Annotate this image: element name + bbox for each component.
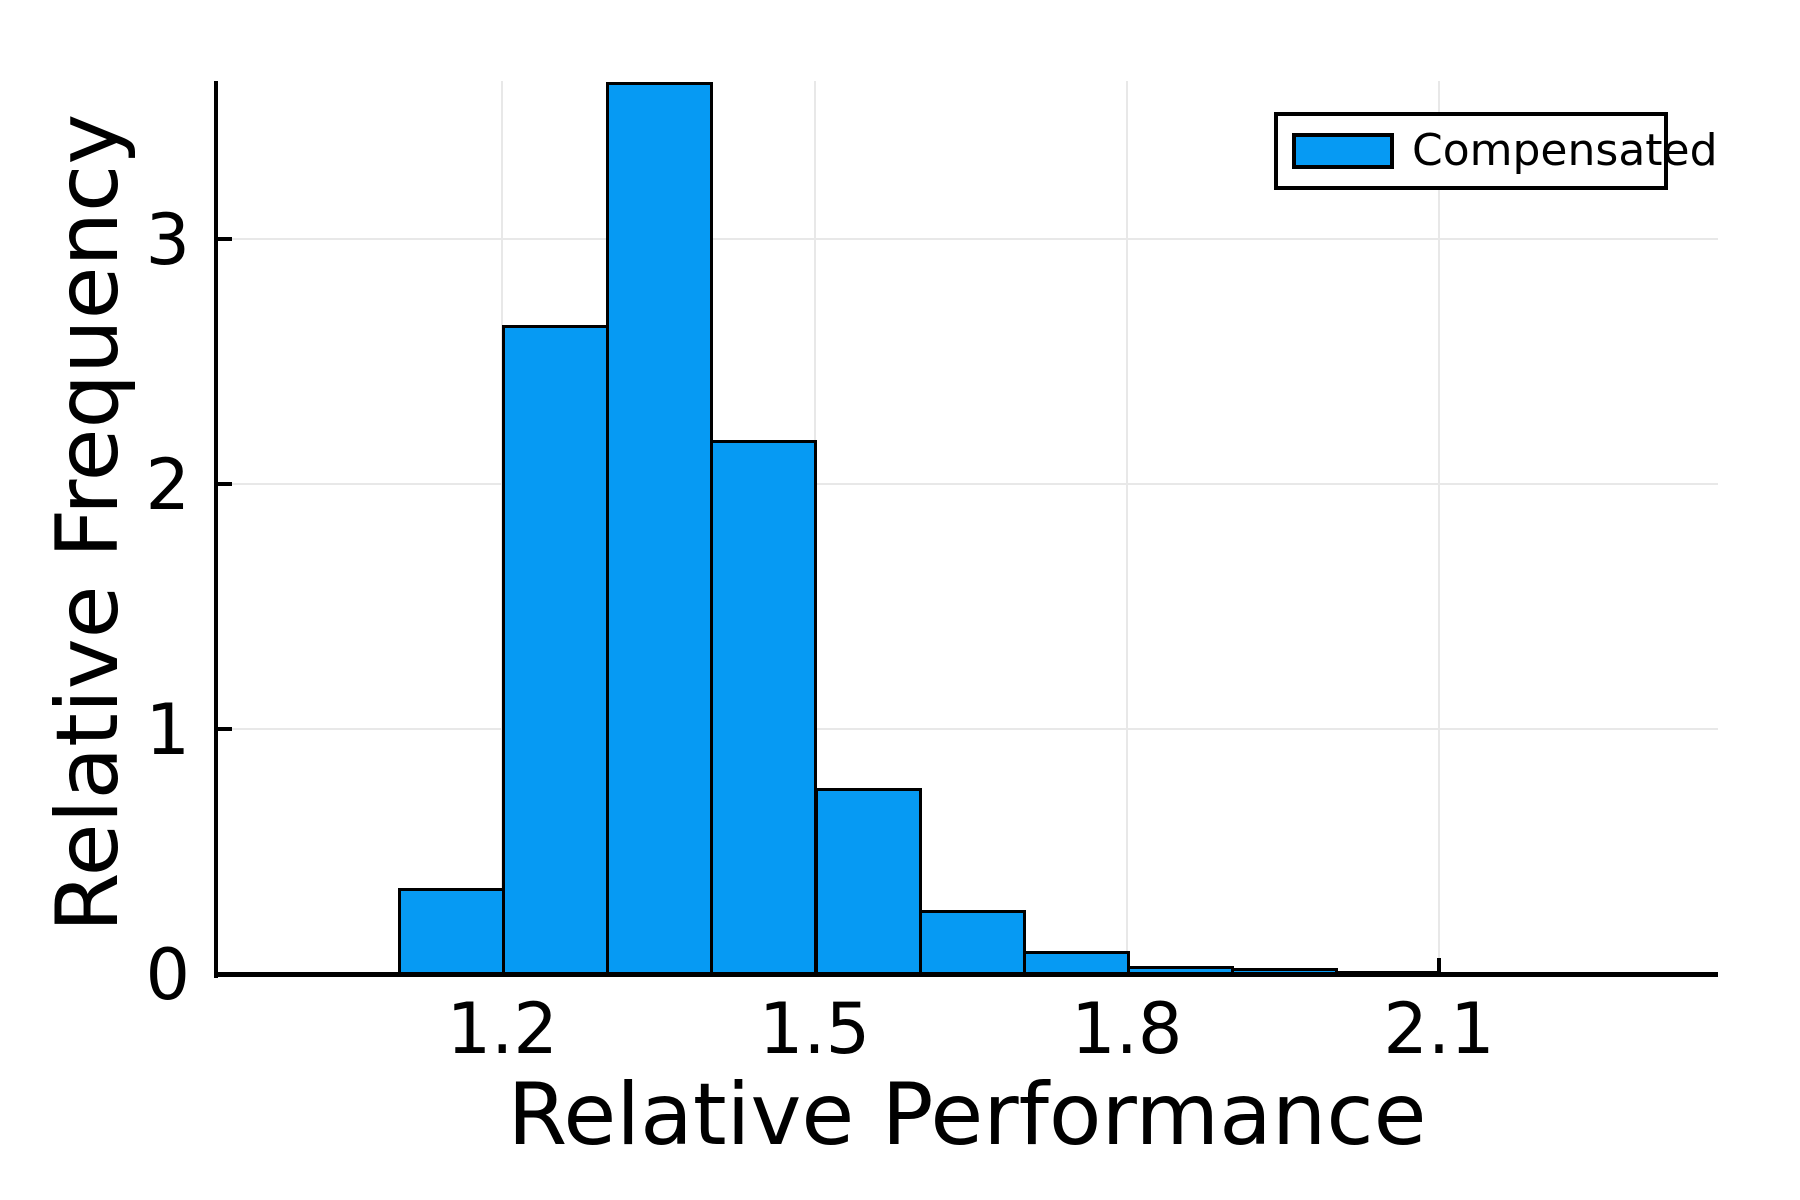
y-tick-mark bbox=[216, 237, 232, 242]
x-axis-spine bbox=[214, 972, 1718, 977]
x-tick-label: 2.1 bbox=[1383, 988, 1495, 1070]
gridline-horizontal bbox=[216, 238, 1718, 241]
x-axis-label: Relative Performance bbox=[507, 1065, 1427, 1165]
gridline-vertical bbox=[1125, 81, 1128, 974]
y-axis-label: Relative Frequency bbox=[38, 113, 138, 933]
gridline-vertical bbox=[1438, 81, 1441, 974]
y-tick-mark bbox=[216, 482, 232, 486]
histogram-bar bbox=[502, 324, 610, 976]
histogram-bar bbox=[918, 910, 1026, 976]
histogram-bar bbox=[1022, 950, 1130, 976]
histogram-bar bbox=[398, 888, 506, 976]
legend-swatch bbox=[1292, 133, 1394, 169]
gridline-horizontal bbox=[216, 728, 1718, 730]
x-tick-label: 1.8 bbox=[1071, 988, 1183, 1070]
y-tick-label: 3 bbox=[145, 199, 190, 282]
y-tick-label: 2 bbox=[145, 444, 190, 526]
y-tick-label: 1 bbox=[145, 689, 190, 771]
x-tick-mark bbox=[1437, 958, 1442, 974]
y-tick-mark bbox=[216, 727, 232, 731]
gridline-horizontal bbox=[216, 483, 1718, 485]
y-tick-label: 0 bbox=[145, 934, 190, 1016]
histogram-bar bbox=[710, 439, 818, 976]
x-tick-label: 1.5 bbox=[758, 988, 871, 1070]
legend-label: Compensated bbox=[1412, 125, 1718, 176]
x-tick-label: 1.2 bbox=[446, 988, 558, 1070]
y-axis-spine bbox=[214, 81, 218, 978]
legend: Compensated bbox=[1274, 112, 1718, 190]
histogram-bar bbox=[814, 787, 922, 976]
histogram-bar bbox=[606, 82, 714, 976]
